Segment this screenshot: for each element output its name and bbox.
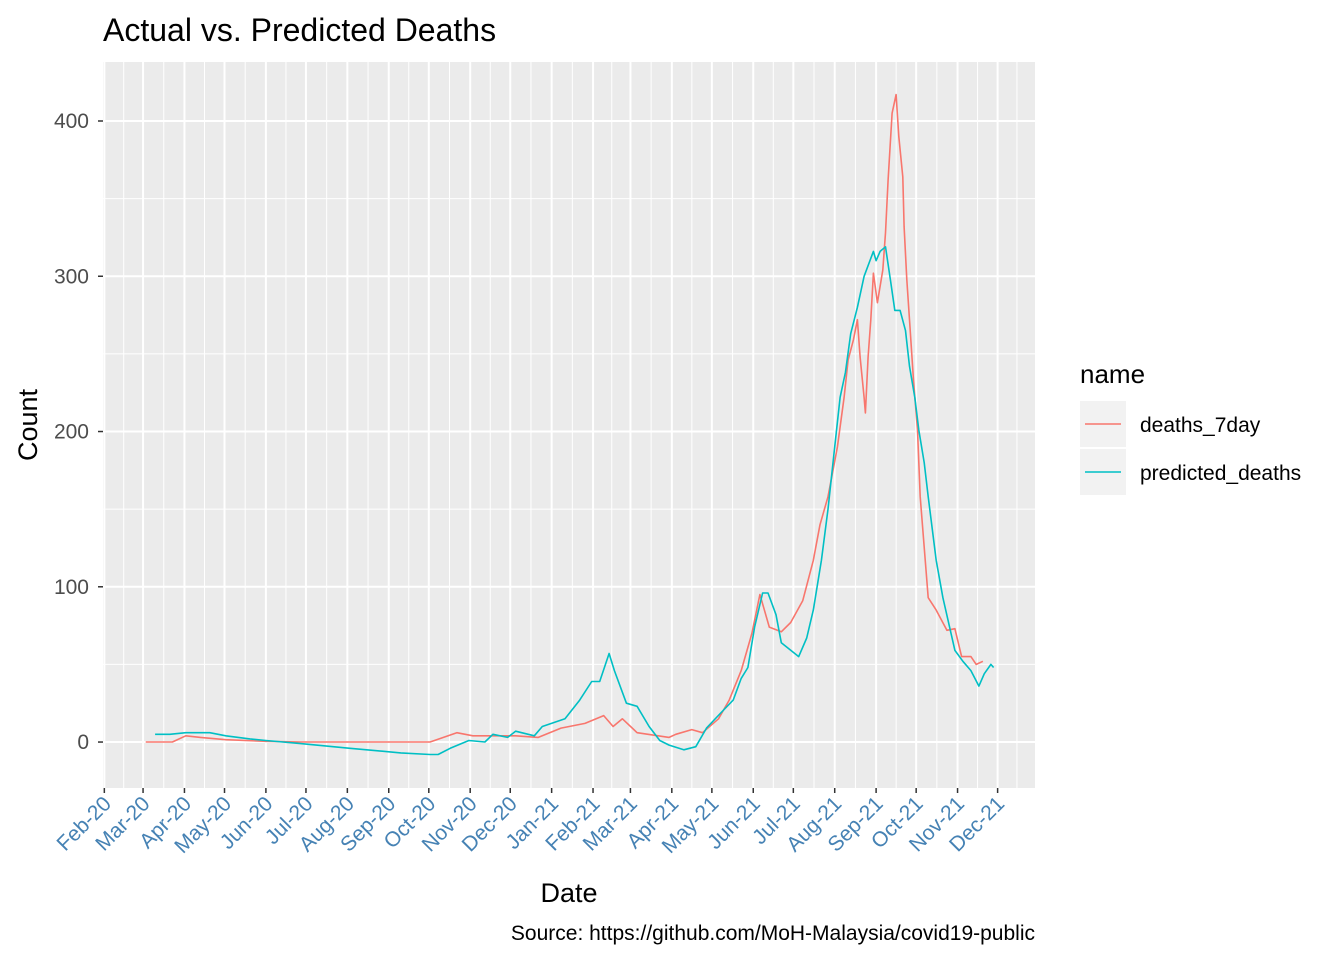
y-tick-label: 400 (54, 110, 89, 133)
x-axis: Feb-20Mar-20Apr-20May-20Jun-20Jul-20Aug-… (53, 788, 1009, 858)
y-axis: 0 100 200 300 400 (54, 110, 103, 754)
chart-title: Actual vs. Predicted Deaths (103, 12, 496, 48)
legend: name deaths_7day predicted_deaths (1080, 359, 1301, 495)
legend-title: name (1080, 359, 1145, 389)
legend-label: deaths_7day (1140, 414, 1261, 437)
y-tick-label: 0 (77, 731, 89, 754)
y-axis-title: Count (13, 388, 43, 461)
y-tick-label: 300 (54, 265, 89, 288)
series-line-predicted-deaths (155, 246, 995, 756)
caption: Source: https://github.com/MoH-Malaysia/… (511, 922, 1035, 945)
x-axis-title: Date (540, 878, 597, 908)
y-tick-label: 100 (54, 576, 89, 599)
plot-panel (103, 62, 1035, 788)
legend-label: predicted_deaths (1140, 462, 1301, 485)
y-tick-label: 200 (54, 421, 89, 444)
series-lines (145, 93, 995, 756)
series-line-deaths-7day (145, 93, 984, 743)
gridlines (103, 62, 1035, 788)
